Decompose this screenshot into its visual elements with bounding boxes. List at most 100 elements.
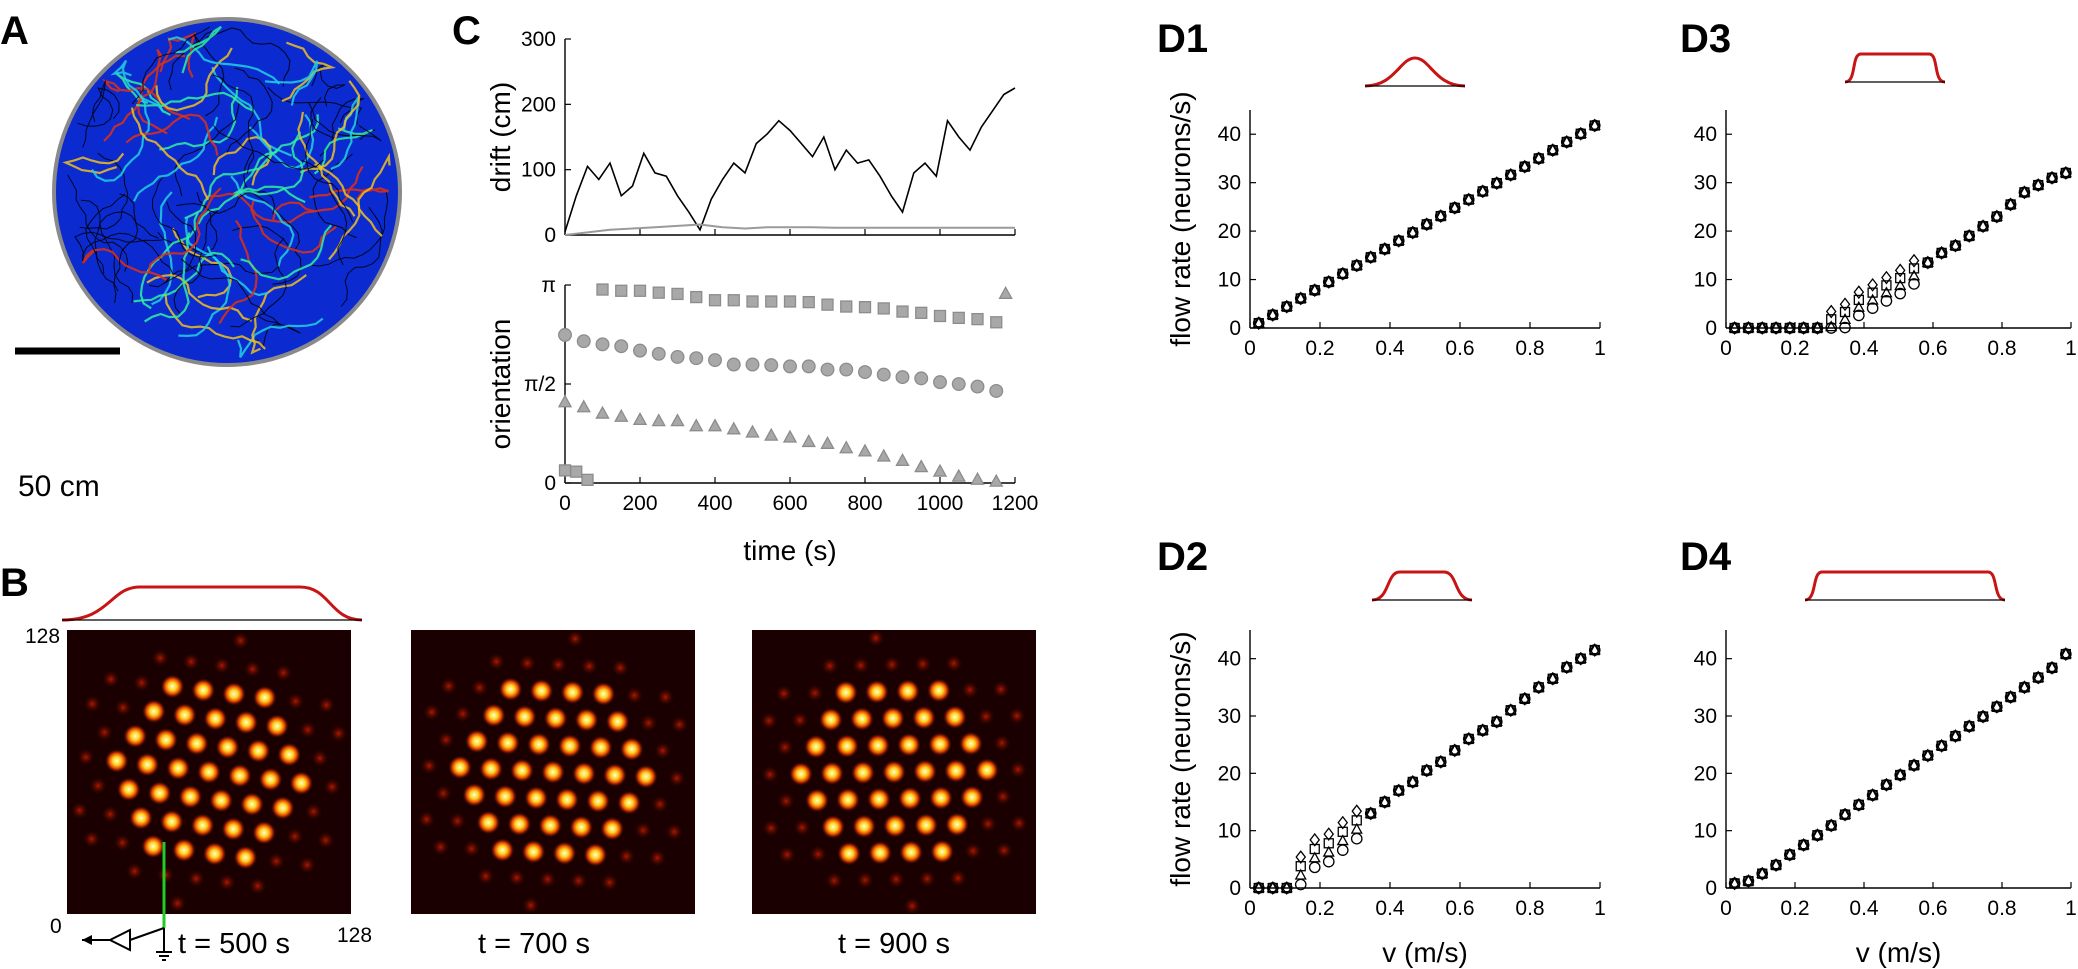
data-point — [1365, 806, 1377, 821]
grid-bump — [310, 749, 329, 768]
grid-bump — [569, 815, 594, 840]
trajectory-segment — [133, 251, 235, 303]
data-point — [1295, 291, 1307, 306]
grid-bump — [521, 839, 546, 864]
data-point — [1560, 660, 1573, 672]
data-point — [1852, 309, 1865, 322]
data-point — [1393, 233, 1405, 248]
trajectory-segment — [130, 107, 210, 201]
trajectory-segment — [80, 199, 134, 303]
panel-b: 128 0 128 t = 500 s t = 700 s t = 900 s — [25, 585, 1036, 961]
x-tick-label: 0 — [1720, 897, 1732, 920]
data-point — [1463, 732, 1475, 746]
trajectory-segment — [311, 62, 346, 107]
data-point — [1406, 775, 1419, 787]
data-point — [858, 365, 872, 380]
x-tick-label: 0.8 — [1515, 897, 1544, 920]
data-point — [1867, 277, 1878, 292]
grid-bump — [203, 706, 228, 731]
data-point — [1935, 246, 1948, 258]
data-point — [1379, 795, 1391, 809]
data-point — [1756, 321, 1769, 333]
data-point — [2032, 670, 2045, 682]
data-point — [614, 408, 629, 422]
data-point — [1421, 217, 1433, 232]
grid-bump — [154, 727, 178, 752]
trajectory-segment — [147, 187, 222, 274]
y-axis-label: drift (cm) — [485, 82, 516, 192]
data-point — [1990, 209, 2003, 221]
data-point — [1826, 314, 1837, 325]
data-point — [2004, 690, 2017, 702]
grid-bump — [453, 704, 472, 723]
data-point — [1881, 270, 1892, 285]
grid-bump — [617, 847, 636, 866]
data-point — [1533, 680, 1545, 695]
data-point — [1462, 732, 1475, 744]
chart-D3: 0 10 20 30 40 0 0.2 0.4 0.6 0.8 1 — [1694, 52, 2077, 360]
grid-bump — [825, 871, 844, 890]
data-point — [1852, 300, 1865, 312]
grid-bump — [960, 785, 984, 810]
data-point — [1267, 308, 1279, 322]
data-point — [689, 351, 704, 366]
data-point — [1839, 306, 1851, 318]
velocity-profile — [1371, 570, 1473, 602]
data-point — [1504, 703, 1517, 715]
grid-bump — [898, 786, 922, 811]
data-point — [1309, 832, 1321, 847]
grid-bump — [882, 655, 901, 674]
x-tick-label: 0.2 — [1305, 337, 1334, 360]
data-point — [1728, 876, 1741, 888]
data-point — [632, 412, 648, 426]
data-point — [1280, 881, 1293, 893]
profile-b — [61, 585, 363, 622]
data-point — [1309, 283, 1321, 298]
data-point — [1881, 280, 1892, 291]
data-point — [1784, 321, 1796, 335]
data-point — [557, 394, 573, 408]
data-point — [1894, 263, 1906, 278]
grid-bump — [836, 787, 860, 812]
grid-bump — [101, 805, 120, 824]
grid-bump — [490, 838, 515, 863]
data-point — [1838, 313, 1852, 325]
data-point — [1560, 135, 1573, 147]
grid-bump — [634, 821, 653, 840]
grid-bump — [653, 741, 672, 760]
data-point — [1448, 201, 1461, 213]
data-point — [1783, 847, 1796, 859]
grid-bump — [964, 842, 983, 860]
data-point — [595, 337, 610, 352]
grid-bump — [191, 678, 216, 703]
data-point — [1308, 851, 1321, 863]
data-point — [877, 302, 890, 315]
grid-bump — [867, 787, 891, 812]
data-point — [1977, 709, 1989, 724]
b-ytick-0: 0 — [50, 915, 62, 938]
grid-bump — [665, 822, 684, 841]
grid-bump — [790, 711, 809, 730]
grid-bump — [868, 840, 893, 865]
data-point — [2019, 680, 2030, 695]
data-point — [1742, 321, 1755, 333]
grid-bump — [975, 758, 999, 783]
grid-bump — [512, 704, 537, 729]
data-point — [764, 427, 779, 441]
data-point — [1491, 714, 1503, 729]
data-point — [1547, 143, 1559, 158]
data-point — [708, 294, 722, 307]
grid-bump — [852, 814, 877, 839]
panel-a-arena: 50 cm — [15, 17, 402, 503]
data-point — [1825, 304, 1837, 319]
trajectory-segment — [144, 232, 191, 323]
data-point — [1867, 287, 1878, 298]
data-point — [1853, 294, 1864, 306]
y-tick-label: 10 — [1218, 820, 1241, 843]
data-point — [1519, 691, 1531, 706]
grid-bump — [566, 629, 585, 648]
grid-bump — [448, 812, 467, 830]
trajectory-segment — [250, 200, 337, 254]
trajectory-segment — [125, 113, 219, 156]
data-point — [1519, 159, 1531, 174]
